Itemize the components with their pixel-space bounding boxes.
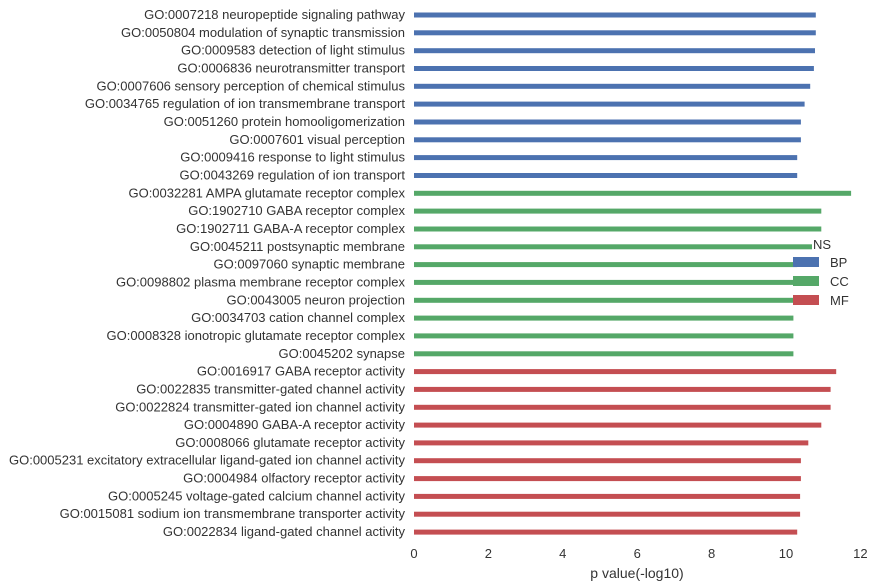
bar-mf xyxy=(414,458,801,464)
bar-mf xyxy=(414,386,831,392)
x-tick-label: 10 xyxy=(779,546,793,561)
y-tick-label: GO:1902710 GABA receptor complex xyxy=(188,203,405,218)
y-tick-label: GO:0043269 regulation of ion transport xyxy=(180,168,406,183)
bar-mf xyxy=(414,476,801,482)
bar-mf xyxy=(414,493,801,499)
y-tick-label: GO:0008066 glutamate receptor activity xyxy=(175,435,405,450)
y-tick-label: GO:0022834 ligand-gated channel activity xyxy=(163,524,406,539)
bar-cc xyxy=(414,208,822,214)
y-tick-label: GO:0005231 excitatory extracellular liga… xyxy=(9,453,406,468)
legend-swatch-mf xyxy=(793,295,819,305)
y-tick-label: GO:0022835 transmitter-gated channel act… xyxy=(136,381,405,396)
y-tick-label: GO:0051260 protein homooligomerization xyxy=(164,114,405,129)
bar-bp xyxy=(414,30,816,36)
bar-bp xyxy=(414,155,798,161)
x-tick-label: 2 xyxy=(485,546,492,561)
bar-cc xyxy=(414,226,822,232)
bar-bp xyxy=(414,173,798,178)
bar-mf xyxy=(414,422,822,428)
bar-cc xyxy=(414,190,852,196)
y-tick-label: GO:0034703 cation channel complex xyxy=(191,310,405,325)
legend-swatch-cc xyxy=(793,276,819,286)
legend-label-bp: BP xyxy=(830,255,847,270)
x-axis-label: p value(-log10) xyxy=(590,565,683,581)
y-tick-label: GO:0098802 plasma membrane receptor comp… xyxy=(116,274,406,289)
y-tick-label: GO:0005245 voltage-gated calcium channel… xyxy=(108,488,406,503)
bar-mf xyxy=(414,529,798,535)
x-tick-label: 4 xyxy=(559,546,566,561)
bars-group xyxy=(414,12,852,535)
y-tick-label: GO:0009583 detection of light stimulus xyxy=(181,43,406,58)
x-tick-label: 0 xyxy=(410,546,417,561)
legend-label-mf: MF xyxy=(830,293,849,308)
bar-bp xyxy=(414,119,801,125)
bar-cc xyxy=(414,297,796,303)
legend-label-cc: CC xyxy=(830,274,849,289)
bar-mf xyxy=(414,511,801,517)
bar-cc xyxy=(414,315,794,321)
bar-mf xyxy=(414,404,831,410)
bar-cc xyxy=(414,244,812,250)
x-tick-labels: 0 2 4 6 8 10 12 xyxy=(410,546,867,561)
y-tick-label: GO:1902711 GABA-A receptor complex xyxy=(176,221,405,236)
legend-title: NS xyxy=(813,237,831,252)
y-tick-label: GO:0004890 GABA-A receptor activity xyxy=(184,417,406,432)
bar-cc xyxy=(414,262,798,268)
y-tick-label: GO:0004984 olfactory receptor activity xyxy=(183,471,405,486)
bar-bp xyxy=(414,12,816,18)
y-tick-label: GO:0015081 sodium ion transmembrane tran… xyxy=(60,506,406,521)
y-tick-label: GO:0034765 regulation of ion transmembra… xyxy=(85,96,406,111)
y-tick-label: GO:0022824 transmitter-gated ion channel… xyxy=(115,399,405,414)
bar-cc xyxy=(414,351,794,357)
y-tick-label: GO:0097060 synaptic membrane xyxy=(214,257,406,272)
y-tick-label: GO:0045211 postsynaptic membrane xyxy=(190,239,405,254)
y-tick-label: GO:0032281 AMPA glutamate receptor compl… xyxy=(128,185,405,200)
x-tick-label: 12 xyxy=(853,546,867,561)
bar-bp xyxy=(414,48,815,54)
legend-swatch-bp xyxy=(793,257,819,267)
y-tick-label: GO:0008328 ionotropic glutamate receptor… xyxy=(107,328,406,343)
bar-mf xyxy=(414,440,809,446)
bar-bp xyxy=(414,101,805,107)
y-tick-label: GO:0006836 neurotransmitter transport xyxy=(177,61,405,76)
y-tick-label: GO:0007218 neuropeptide signaling pathwa… xyxy=(144,7,405,22)
y-tick-label: GO:0007606 sensory perception of chemica… xyxy=(96,78,405,93)
y-tick-label: GO:0016917 GABA receptor activity xyxy=(197,364,406,379)
y-tick-labels: GO:0007218 neuropeptide signaling pathwa… xyxy=(9,7,406,539)
x-tick-label: 6 xyxy=(634,546,641,561)
legend: NS BP CC MF xyxy=(793,237,849,308)
y-tick-label: GO:0050804 modulation of synaptic transm… xyxy=(121,25,405,40)
y-tick-label: GO:0043005 neuron projection xyxy=(226,292,405,307)
bar-cc xyxy=(414,333,794,339)
y-tick-label: GO:0009416 response to light stimulus xyxy=(180,150,405,165)
bar-bp xyxy=(414,66,814,71)
y-tick-label: GO:0045202 synapse xyxy=(279,346,405,361)
bar-bp xyxy=(414,83,811,89)
y-tick-label: GO:0007601 visual perception xyxy=(229,132,405,147)
bar-cc xyxy=(414,279,796,285)
x-tick-label: 8 xyxy=(708,546,715,561)
bar-bp xyxy=(414,137,801,143)
bar-mf xyxy=(414,369,837,375)
